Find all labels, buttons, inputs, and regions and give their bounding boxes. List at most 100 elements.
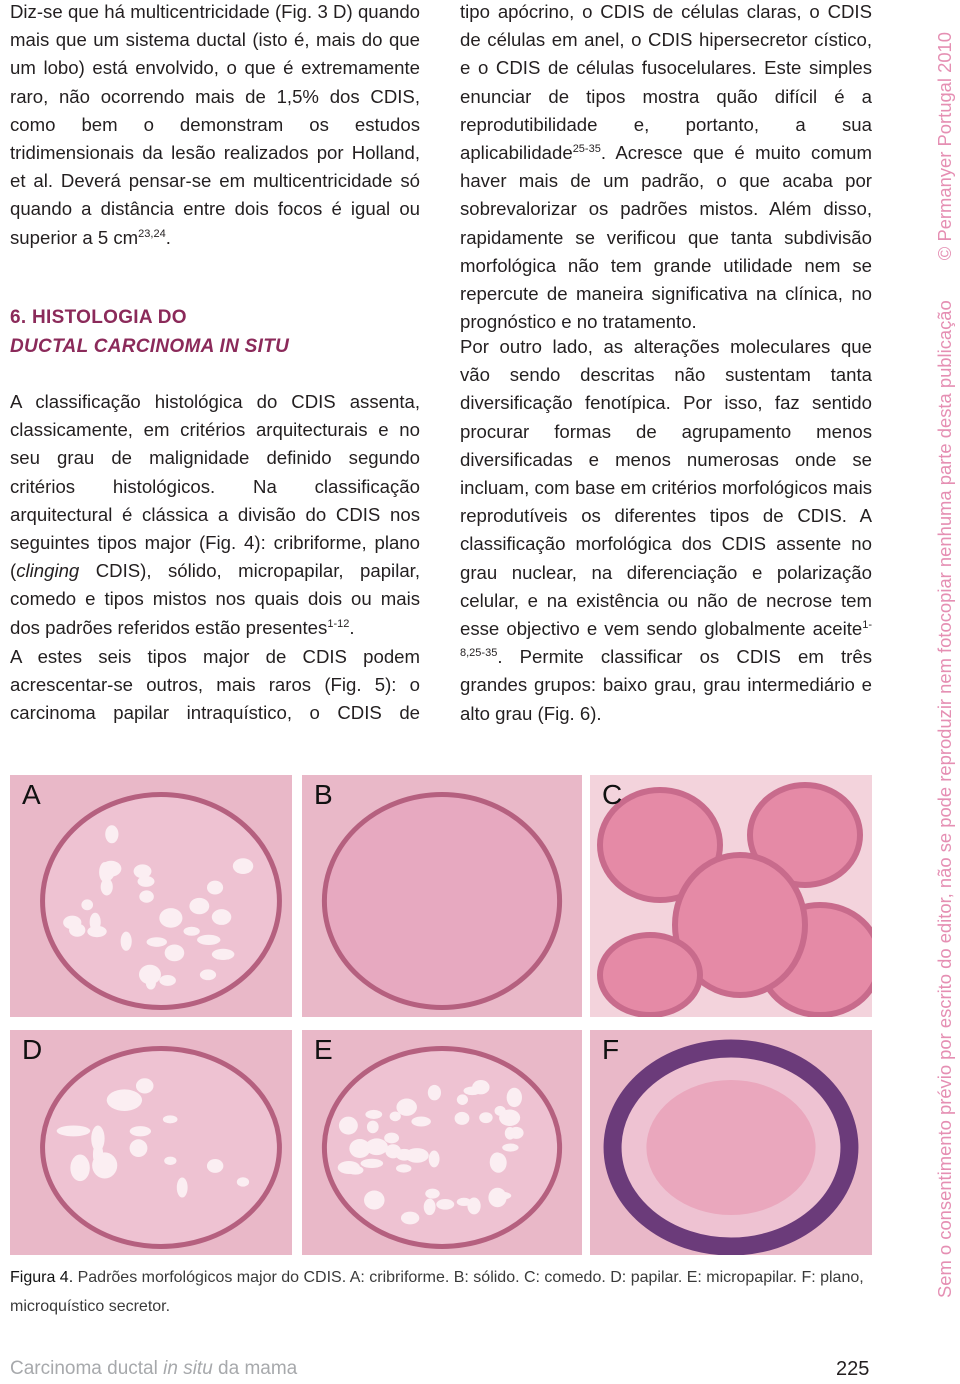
lumen	[395, 1164, 412, 1173]
duct	[40, 1046, 282, 1249]
duct	[321, 792, 563, 1010]
figure-caption: Figura 4. Padrões morfológicos major do …	[10, 1263, 872, 1321]
lumen	[133, 864, 152, 879]
lumen	[183, 926, 200, 936]
lumen	[91, 1125, 105, 1152]
citation: 23,24	[138, 227, 166, 240]
text: Sem o consentimento prévio por escrito d…	[934, 300, 955, 1299]
lumen	[146, 937, 167, 947]
lumen	[508, 1126, 524, 1139]
lumen	[99, 862, 111, 883]
citation: 25-35	[572, 143, 601, 156]
lumen	[427, 1084, 442, 1101]
text: © Permanyer Portugal 2010	[934, 31, 955, 261]
lumen	[499, 1109, 521, 1126]
lumen	[176, 1177, 188, 1198]
text: in situ	[163, 1358, 213, 1379]
duct	[40, 792, 282, 1010]
lumen	[162, 1115, 178, 1124]
heading-line: DUCTAL CARCINOMA IN SITU	[10, 336, 290, 357]
lumen	[145, 977, 156, 990]
panel-label: E	[314, 1034, 333, 1065]
text: Diz-se que há multicentricidade (Fig. 3 …	[10, 1, 420, 248]
lumen	[92, 1152, 118, 1179]
lumen	[211, 948, 235, 960]
lumen	[428, 1150, 440, 1168]
lumen	[467, 1197, 481, 1215]
lumen	[139, 890, 154, 903]
lumen	[106, 1089, 143, 1111]
text: CDIS), sólido, micropapilar, papilar, co…	[10, 560, 420, 638]
text: da mama	[212, 1358, 298, 1379]
panel-label: B	[314, 779, 333, 810]
lumen	[164, 944, 185, 962]
micrograph	[302, 1030, 582, 1255]
lumen	[411, 1116, 431, 1127]
lumen	[456, 1094, 469, 1105]
notice-text: Sem o consentimento prévio por escrito d…	[934, 32, 956, 1298]
lumen	[454, 1111, 470, 1125]
lumen	[129, 1126, 152, 1137]
lumen	[347, 1165, 364, 1175]
lumen	[338, 1116, 358, 1135]
citation: 1-12	[327, 617, 350, 630]
lumen	[423, 1198, 436, 1216]
lumen	[384, 1132, 400, 1144]
lumen	[366, 1120, 379, 1134]
micrograph	[590, 1030, 872, 1255]
lumen	[395, 1148, 413, 1161]
text: . Permite classificar os CDIS em três gr…	[460, 646, 872, 724]
lumen	[159, 908, 183, 928]
paragraph: Por outro lado, as alterações moleculare…	[460, 333, 872, 728]
lumen	[56, 1125, 91, 1137]
citation: 1-8,25-35	[460, 619, 872, 660]
lumen	[349, 1138, 371, 1158]
text: clinging	[16, 560, 80, 582]
lumen	[396, 1098, 417, 1116]
micrograph	[10, 1030, 292, 1255]
paragraph: Diz-se que há multicentricidade (Fig. 3 …	[10, 0, 420, 252]
panel-label: A	[22, 779, 41, 810]
lumen	[211, 909, 232, 925]
text: Carcinoma ductal	[10, 1358, 164, 1379]
caption-text: Padrões morfológicos major do CDIS. A: c…	[10, 1269, 864, 1315]
paragraph: tipo apócrino, o CDIS de células claras,…	[460, 0, 872, 336]
lumen	[232, 858, 254, 874]
paragraph: A estes seis tipos major de CDIS podem a…	[10, 643, 420, 728]
lumen	[129, 1139, 148, 1158]
lumen	[479, 1112, 493, 1124]
lumen	[81, 899, 94, 911]
paragraph: A classificação histológica do CDIS asse…	[10, 388, 420, 642]
lumen	[159, 975, 176, 986]
running-footer: Carcinoma ductal in situ da mama	[10, 1358, 297, 1380]
lumen	[199, 969, 217, 981]
duct	[747, 782, 863, 888]
lumen	[70, 1154, 90, 1182]
lumen	[87, 925, 107, 938]
lumen	[646, 1080, 816, 1215]
lumen	[164, 1156, 177, 1165]
lumen	[389, 1111, 401, 1122]
lumen	[236, 1177, 250, 1187]
lumen	[120, 931, 132, 951]
lumen	[364, 1190, 385, 1210]
lumen	[360, 1158, 384, 1169]
lumen	[135, 1078, 154, 1094]
page-number: 225	[836, 1358, 870, 1380]
text: .	[349, 616, 355, 638]
lumen	[506, 1087, 522, 1108]
lumen	[425, 1188, 440, 1199]
text: A estes seis tipos major de CDIS podem a…	[10, 646, 420, 724]
lumen	[400, 1211, 420, 1225]
lumen	[138, 964, 161, 985]
lumen	[436, 1199, 455, 1210]
text: . Acresce que é muito comum haver mais d…	[460, 142, 872, 333]
lumen	[502, 1143, 519, 1152]
text: Por outro lado, as alterações moleculare…	[460, 336, 872, 640]
caption-label: Figura 4.	[10, 1269, 74, 1286]
lumen	[365, 1138, 388, 1156]
lumen	[456, 1197, 472, 1207]
lumen	[488, 1187, 507, 1208]
lumen	[197, 934, 221, 945]
lumen	[105, 825, 119, 844]
